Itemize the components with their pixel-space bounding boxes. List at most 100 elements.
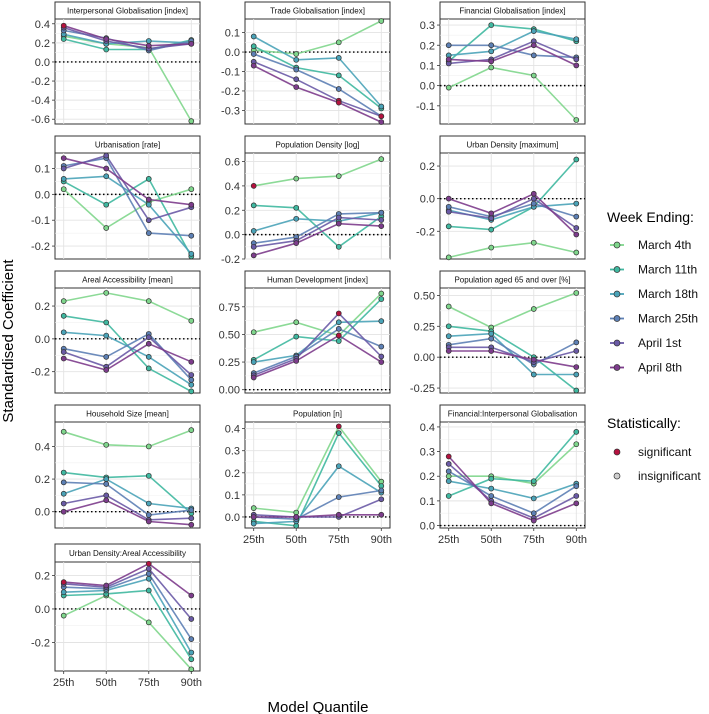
data-point [60,579,67,585]
data-point [573,500,580,507]
y-tick-label: 0.3 [420,20,435,32]
data-point [378,511,385,518]
y-tick-label: -0.25 [410,383,435,395]
data-point [188,636,195,642]
x-tick-label: 75th [138,677,159,689]
data-point [103,497,110,504]
data-point [60,186,67,193]
data-point [378,496,385,503]
legend: Week Ending: Statistically: March 4th Mar… [607,209,701,483]
data-point [60,469,67,476]
data-point [335,214,342,221]
data-point [188,649,195,656]
panel-title: Urbanisation [rate] [95,141,160,150]
data-point [573,213,580,220]
data-point [445,323,452,330]
legend-label: March 18th [638,287,698,301]
series-line [253,64,382,123]
series-line [253,204,382,248]
series-line [253,211,382,232]
x-tick-label: 25th [243,534,264,546]
series-line [253,327,382,374]
y-axis-label: Standardised Coefficient [0,259,17,423]
data-point [488,48,495,55]
data-point [60,298,67,304]
data-point [530,190,537,197]
panel-title: Areal Accessibility [mean] [82,276,173,285]
panel: Population [n] 0.0 0.1 0.2 0.3 0.4 25th 50th 75t… [225,404,392,546]
data-point [378,353,385,360]
legend-marker [613,364,621,371]
series-line [448,241,577,259]
y-tick-label: -0.6 [31,114,50,126]
y-tick-label: -0.4 [31,95,50,107]
data-point [188,381,195,388]
x-axis-label: Model Quantile [268,699,369,714]
data-point [573,429,580,435]
y-tick-label: -0.2 [31,241,50,253]
data-point [445,56,452,63]
data-point [445,493,452,499]
data-point [530,371,537,378]
data-point [335,423,342,430]
y-tick-label: 0.1 [225,490,240,502]
data-point [103,481,110,487]
panel-title: Household Size [mean] [86,410,169,419]
data-point [145,472,152,479]
data-point [188,232,195,239]
data-point [188,317,195,324]
data-point [293,333,300,340]
panel-title: Urban Density:Areal Accessibility [69,549,186,558]
data-point [250,514,257,520]
data-point [335,430,342,436]
y-tick-label: 0.4 [35,441,50,453]
series-line [448,40,577,65]
series-line [63,35,192,122]
y-tick-label: 0.4 [225,181,240,193]
series-line [448,292,577,329]
y-tick-label: 0.0 [35,57,50,69]
panel: Household Size [mean] 0.0 0.2 0.4 [35,404,201,529]
data-point [188,372,195,378]
y-tick-label: 0.75 [219,302,240,314]
data-point [445,348,452,354]
data-point [445,333,452,340]
series-line [448,30,577,57]
data-point [60,589,67,596]
series-line [63,188,192,229]
series-line [253,53,382,117]
series-line [63,594,192,670]
series-line [253,222,382,257]
y-tick-label: 0.1 [225,28,240,40]
y-tick-label: 0.2 [35,301,50,313]
data-point [573,36,580,43]
data-point [250,62,257,69]
data-point [60,612,67,619]
data-point [188,592,195,599]
legend-marker [613,241,621,249]
series-line [63,429,192,448]
data-point [145,196,152,203]
data-point [103,354,110,360]
data-point [145,42,152,49]
data-point [573,387,580,394]
data-point [145,176,152,182]
data-point [335,326,342,332]
data-point [530,42,537,49]
series-line [253,35,382,108]
data-point [488,348,495,354]
panel-title: Interpersonal Globalisation [index] [67,7,188,16]
data-point [293,66,300,73]
data-point [103,332,110,339]
data-point [145,512,152,518]
series-line [253,424,382,514]
panel: Areal Accessibility [mean] -0.2 0.0 0.2 [31,270,201,395]
data-point [60,349,67,355]
data-point [530,356,537,363]
series-line [63,24,192,47]
y-tick-label: -0.1 [221,67,240,79]
series-line [253,61,382,117]
data-point [145,365,152,372]
data-point [445,473,452,480]
x-tick-label: 90th [566,534,587,546]
